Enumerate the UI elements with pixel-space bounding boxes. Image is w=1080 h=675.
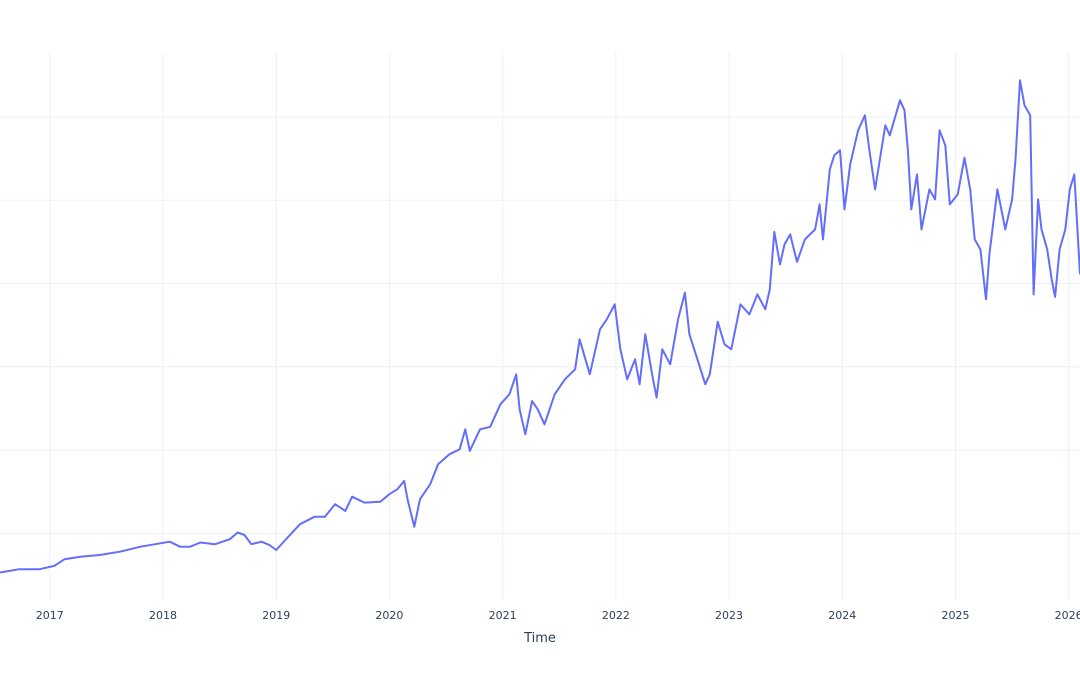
x-axis-label: Time xyxy=(523,631,556,646)
x-tick-label: 2019 xyxy=(262,609,290,622)
x-tick-label: 2017 xyxy=(36,609,64,622)
x-axis-ticks: 2017 2018 2019 2020 2021 2022 2023 2024 2025 2026 xyxy=(36,609,1080,622)
x-tick-label: 2018 xyxy=(149,609,177,622)
x-tick-label: 2023 xyxy=(715,609,743,622)
x-tick-label: 2025 xyxy=(941,609,969,622)
grid-lines xyxy=(0,52,1080,600)
series-line-value xyxy=(0,79,1080,574)
x-tick-label: 2026 xyxy=(1055,609,1080,622)
x-tick-label: 2024 xyxy=(828,609,856,622)
plot-area xyxy=(0,79,1080,574)
x-tick-label: 2020 xyxy=(375,609,403,622)
x-tick-label: 2022 xyxy=(602,609,630,622)
x-tick-label: 2021 xyxy=(489,609,517,622)
